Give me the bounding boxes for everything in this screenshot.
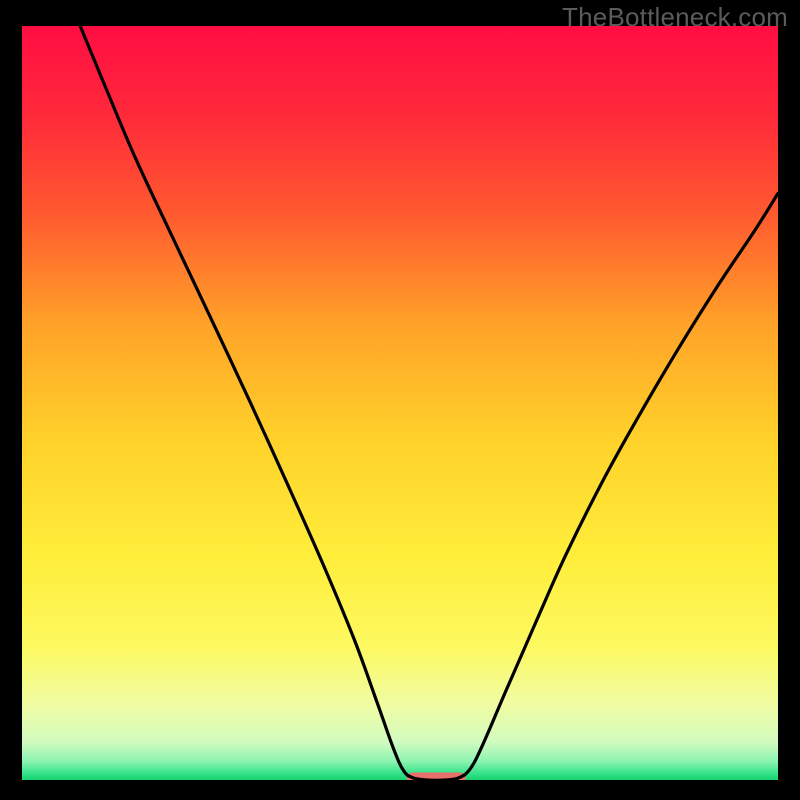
- chart-container: TheBottleneck.com: [0, 0, 800, 800]
- plot-area: [22, 26, 778, 780]
- chart-svg: [0, 0, 800, 800]
- watermark-text: TheBottleneck.com: [562, 2, 788, 33]
